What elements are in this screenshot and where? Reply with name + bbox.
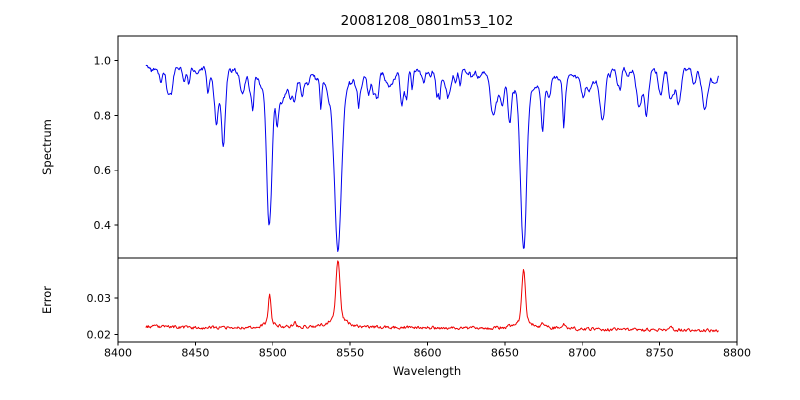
spectrum-y-tick-label: 1.0 [94, 54, 112, 67]
x-tick-label: 8500 [259, 347, 287, 360]
x-axis-label: Wavelength [392, 364, 462, 378]
spectrum-panel-frame [117, 35, 738, 259]
error-panel-frame [117, 257, 738, 343]
x-tick-label: 8700 [568, 347, 596, 360]
x-tick-label: 8750 [646, 347, 674, 360]
spectrum-y-tick-label: 0.6 [94, 164, 112, 177]
x-tick-label: 8400 [104, 347, 132, 360]
x-tick-label: 8600 [414, 347, 442, 360]
chart-title: 20081208_0801m53_102 [340, 13, 514, 29]
x-tick-label: 8650 [491, 347, 519, 360]
x-tick-label: 8450 [181, 347, 209, 360]
error-line [145, 260, 719, 333]
x-tick-label: 8550 [336, 347, 364, 360]
spectrum-line [145, 64, 719, 252]
error-y-tick-label: 0.03 [87, 292, 112, 305]
error-y-tick-label: 0.02 [87, 328, 112, 341]
spectrum-y-tick-label: 0.4 [94, 219, 112, 232]
spectrum-y-tick-label: 0.8 [94, 109, 112, 122]
x-tick-label: 8800 [723, 347, 751, 360]
